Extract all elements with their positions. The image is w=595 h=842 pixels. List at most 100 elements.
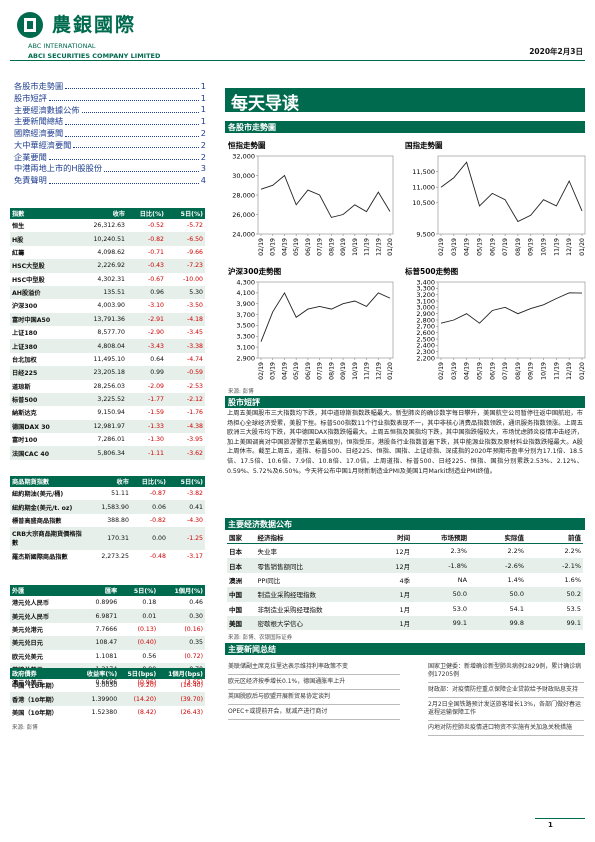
y-tick-label: 2,500 <box>416 335 435 343</box>
y-tick-label: 10,500 <box>412 199 435 207</box>
cell: 1月 <box>399 605 411 614</box>
cell: -0.48 <box>149 552 166 560</box>
y-tick-label: 28,000 <box>232 191 255 199</box>
toc-title: 主要新聞總結 <box>14 116 64 127</box>
x-tick-label: 06/19 <box>305 362 312 380</box>
header-row: 政府債券 收益率(%) 5日(bps) 1個月(bps) <box>10 668 205 679</box>
cell: 恒生 <box>12 223 25 231</box>
cell: 2,226.92 <box>72 259 127 273</box>
cell: 0.30 <box>158 609 205 623</box>
x-tick-label: 12/19 <box>566 362 573 380</box>
cell: 上证180 <box>12 330 38 338</box>
commentary: 上周五美国股市三大指数均下跌，其中道琼斯指数跌幅最大。新型肺炎的确诊数字每日攀升… <box>227 410 583 475</box>
row: 中国 非制造业采购经理指数 1月 53.0 54.1 53.5 <box>227 602 583 616</box>
page-number: 1 <box>548 821 553 829</box>
cell: -1.59 <box>147 409 164 417</box>
cell: 10,240.51 <box>72 232 127 246</box>
x-tick-label: 09/19 <box>528 238 535 256</box>
row: 富时中国A50 13,791.36 -2.91 -4.18 <box>10 312 205 326</box>
line-series <box>260 174 391 218</box>
cell: 1.52380 <box>91 708 118 716</box>
row: 澳元兑美元 0.6696 (0.96) (3.65) <box>10 676 205 689</box>
header-row: 指數 收市 日比(%) 5日(%) <box>10 208 205 219</box>
row: 美元兑人民币 6.9871 0.01 0.30 <box>10 609 205 623</box>
y-tick-label: 3,300 <box>416 285 435 293</box>
header-cell: 外匯 <box>10 585 73 596</box>
section-title: 主要经济数据公布 <box>225 518 585 530</box>
x-tick-label: 08/19 <box>515 238 522 256</box>
toc-entry: 主要新聞總結 1 <box>14 115 206 127</box>
cell: -10.00 <box>183 275 203 283</box>
cell: 388.80 <box>107 516 129 524</box>
x-tick-label: 03/19 <box>451 362 458 380</box>
header-cell: 指數 <box>10 208 73 219</box>
rule <box>10 60 585 61</box>
toc-title: 主要經濟數據公佈 <box>14 104 80 115</box>
chart-title: 沪深300走勢图 <box>228 266 282 276</box>
bond-table: 政府債券 收益率(%) 5日(bps) 1個月(bps) 中国（10年期） 3.0030(… <box>10 668 205 719</box>
header-cell: 1個月(%) <box>158 585 205 596</box>
cell: 1月 <box>369 587 413 602</box>
cell: 美元兑日元 <box>10 636 73 650</box>
y-tick-label: 2,400 <box>416 342 435 350</box>
cell: (0.13) <box>137 625 157 633</box>
y-tick-label: 3,900 <box>236 300 255 308</box>
header-row: 商品期貨指數 收市 日比(%) 5日(%) <box>10 476 205 487</box>
toc-entry: 主要經濟數據公佈 1 <box>14 104 206 116</box>
x-tick-label: 11/19 <box>553 238 560 256</box>
cell: AH股溢价 <box>10 285 73 300</box>
rule <box>535 818 585 819</box>
cell: (14.20) <box>119 692 159 706</box>
x-tick-label: 02/19 <box>258 362 265 380</box>
logo: 農銀國際 ABC INTERNATIONAL ABCI SECURITIES C… <box>10 8 210 66</box>
cell: 8,577.70 <box>97 329 125 337</box>
y-tick-label: 3,400 <box>416 278 435 286</box>
toc-title: 免責聲明 <box>14 175 47 186</box>
cell: 0.06 <box>130 500 168 514</box>
header-cell: 匯率 <box>72 585 120 596</box>
cell: 密歇根大学信心 <box>255 615 370 631</box>
toc-leader <box>48 177 199 184</box>
cell: -0.59 <box>165 366 205 380</box>
row: 中国 制造业采购经理指数 1月 50.0 50.0 50.2 <box>227 587 583 602</box>
logo-en: ABCI SECURITIES COMPANY LIMITED <box>28 52 161 60</box>
logo-en: ABC INTERNATIONAL <box>28 42 96 50</box>
y-tick-label: 26,000 <box>232 211 255 219</box>
cell: 4,808.04 <box>72 339 127 353</box>
row: 道琼斯 28,256.03 -2.09 -2.53 <box>10 380 205 393</box>
row: 台北加权 11,495.10 0.64 -4.74 <box>10 353 205 366</box>
chart-title: 国指走勢圖 <box>405 140 443 150</box>
econ-table: 国家 经济指标 时间 市场预期 实际值 前值 日本 失业率 12月 2.3% 2.2% 2.2% 日本零… <box>227 531 583 631</box>
cell: -3.10 <box>147 302 164 310</box>
x-tick-label: 07/19 <box>502 238 509 256</box>
section-title: 各股市走勢圖 <box>225 121 585 133</box>
x-tick-label: 06/19 <box>305 238 312 256</box>
fx-table: 外匯 匯率 5日(%) 1個月(%) 港元兑人民币 0.8996 0.18 0.46 美元兑人民… <box>10 585 205 690</box>
header-cell: 1個月(bps) <box>158 668 205 679</box>
line-series <box>440 292 583 324</box>
header-cell: 经济指标 <box>255 531 370 544</box>
x-tick-label: 01/20 <box>579 362 586 380</box>
toc-page: 1 <box>200 104 206 115</box>
toc-page: 2 <box>200 139 206 150</box>
cell: 1.4% <box>507 575 524 584</box>
x-tick-label: 05/19 <box>293 238 300 256</box>
cell: -3.95 <box>186 436 203 444</box>
toc-entry: 中港兩地上市的H股股份 3 <box>14 163 206 175</box>
cell: 7.7666 <box>95 625 118 633</box>
row: 欧元兑美元 1.1081 0.56 (0.72) <box>10 650 205 663</box>
row: 標普高盛商品指數 388.80 -0.82 -4.30 <box>10 514 205 527</box>
cell: 法国CAC 40 <box>10 446 73 460</box>
cell: -4.38 <box>165 419 205 433</box>
x-tick-label: 08/19 <box>328 238 335 256</box>
cell: 7,286.01 <box>97 436 125 444</box>
header-cell: 收市 <box>88 476 131 487</box>
header-row: 国家 经济指标 时间 市场预期 实际值 前值 <box>227 531 583 544</box>
toc-page: 2 <box>200 151 206 162</box>
cell: -1.30 <box>147 436 164 444</box>
cell: 26,312.63 <box>93 222 125 230</box>
cell: 日本 <box>229 548 242 557</box>
cell: -3.17 <box>186 552 203 560</box>
news-column: 美联储副主席克拉里达表示维持利率政策不变 欧元区经济按季增长0.1%，德国通胀率上… <box>228 660 400 720</box>
y-tick-label: 2,200 <box>416 354 435 362</box>
